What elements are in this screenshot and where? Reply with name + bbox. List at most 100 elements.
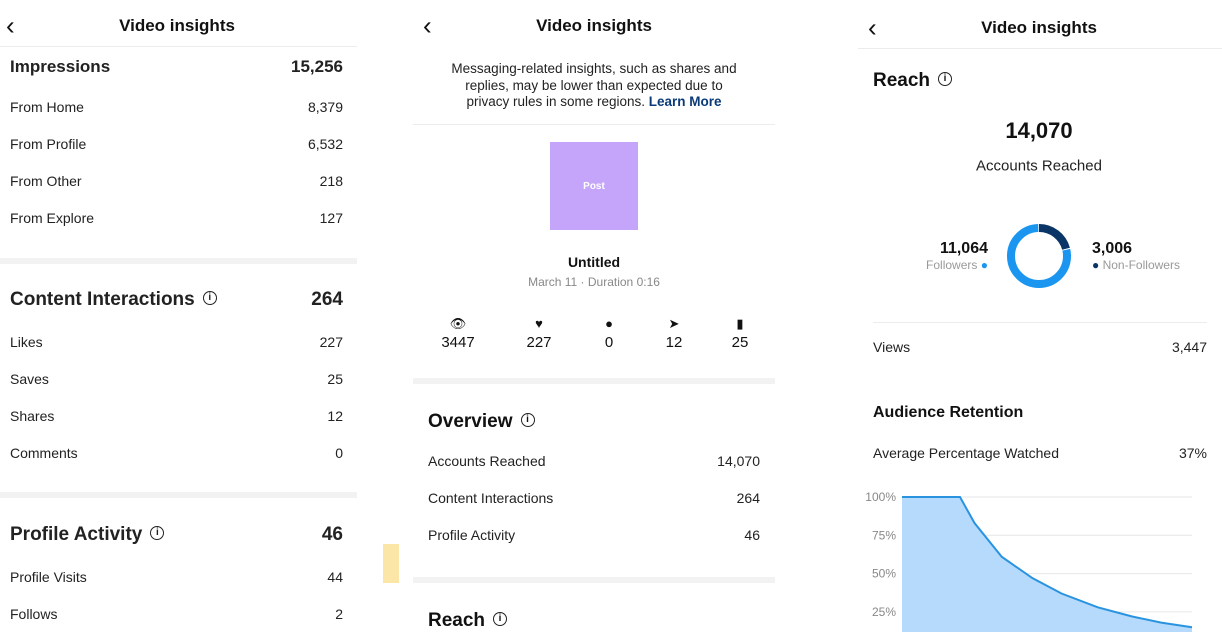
metric-value: 8,379 [307, 99, 343, 115]
stat-comment: ● 0 [605, 316, 613, 351]
metric-row: From Explore 127 [10, 210, 343, 230]
metric-value: 227 [319, 334, 343, 350]
donut-segment-non-followers [1007, 224, 1071, 288]
y-tick-label: 25% [872, 605, 896, 619]
reach-heading: Reach i [428, 610, 508, 632]
metric-row: Profile Visits 44 [10, 569, 343, 589]
stat-eye: 👁 3447 [441, 316, 474, 351]
metric-row: From Other 218 [10, 173, 343, 193]
info-icon[interactable]: i [520, 412, 535, 427]
retention-area [902, 497, 1192, 632]
avg-watched-value: 37% [1178, 445, 1207, 461]
metric-row: Likes 227 [10, 334, 343, 354]
page-title: Video insights [981, 18, 1097, 37]
metric-value: 12 [327, 408, 343, 424]
metric-value: 46 [744, 527, 760, 543]
metric-row: Profile Activity 46 [428, 527, 760, 547]
stat-value: 0 [604, 334, 614, 351]
profile-activity-header: Profile Activity i 46 [10, 524, 343, 548]
info-icon[interactable]: i [202, 290, 217, 305]
stat-value: 25 [731, 334, 749, 351]
followers-value: 11,064 [939, 240, 988, 257]
impressions-label: Impressions [10, 57, 111, 76]
heart-icon: ♥ [535, 316, 543, 331]
notice-line: privacy rules in some regions. [466, 94, 646, 109]
info-icon[interactable]: i [150, 525, 165, 540]
impressions-header: Impressions 15,256 [10, 57, 343, 79]
profile-activity-value: 46 [321, 524, 343, 545]
metric-label: Likes [10, 334, 43, 350]
learn-more-link[interactable]: Learn More [648, 94, 722, 109]
metric-value: 264 [736, 490, 760, 506]
info-icon[interactable]: i [938, 71, 953, 86]
stat-bookmark: ▮ 25 [732, 316, 749, 351]
stat-value: 227 [526, 334, 552, 351]
y-tick-label: 50% [872, 567, 896, 581]
non-followers-stat: 3,006 ● Non-Followers [1092, 240, 1180, 272]
eye-icon: 👁 [449, 316, 467, 331]
metric-row: Shares 12 [10, 408, 343, 428]
audience-retention-heading: Audience Retention [873, 404, 1024, 421]
retention-line [902, 496, 1193, 629]
back-chevron-icon[interactable]: ‹ [423, 10, 432, 41]
non-followers-label: Non-Followers [1102, 258, 1180, 272]
comment-icon: ● [605, 316, 613, 331]
send-icon: ➤ [668, 316, 680, 331]
metric-label: From Profile [10, 136, 87, 152]
post-overview-panel: ‹ Video insights Messaging-related insig… [413, 0, 775, 632]
info-icon[interactable]: i [493, 611, 508, 626]
reach-heading: Reach i [873, 70, 953, 92]
metric-value: 127 [319, 210, 343, 226]
avg-watched-label: Average Percentage Watched [873, 445, 1060, 461]
back-chevron-icon[interactable]: ‹ [868, 12, 877, 43]
stat-heart: ♥ 227 [526, 316, 551, 351]
donut-segment-followers [1007, 224, 1071, 288]
views-value: 3,447 [1171, 339, 1207, 355]
post-thumbnail[interactable]: Post [550, 142, 638, 230]
privacy-notice: Messaging-related insights, such as shar… [413, 61, 775, 111]
metric-value: 6,532 [307, 136, 343, 152]
metric-value: 14,070 [717, 453, 760, 469]
non-followers-value: 3,006 [1092, 240, 1133, 257]
avg-watched-row: Average Percentage Watched 37% [873, 445, 1207, 465]
impressions-panel: ‹ Video insights Impressions 15,256 From… [0, 0, 357, 632]
content-interactions-value: 264 [311, 289, 343, 310]
metric-row: From Profile 6,532 [10, 136, 343, 156]
reach-caption: Accounts Reached [976, 157, 1102, 175]
metric-label: Saves [10, 371, 49, 387]
metric-label: Follows [10, 606, 58, 622]
metric-value: 0 [335, 445, 343, 461]
overview-label: Overview [428, 411, 513, 432]
metric-row: From Home 8,379 [10, 99, 343, 119]
y-tick-label: 100% [865, 490, 896, 504]
post-meta: March 11 · Duration 0:16 [528, 275, 660, 289]
views-label: Views [873, 339, 911, 355]
followers-label: Followers [926, 258, 978, 272]
back-chevron-icon[interactable]: ‹ [6, 10, 15, 41]
retention-chart: 100% 75% 50% 25% [865, 490, 1193, 632]
metric-label: Content Interactions [428, 490, 554, 506]
metric-label: From Other [10, 173, 82, 189]
metric-label: Profile Activity [428, 527, 516, 543]
content-interactions-header: Content Interactions i 264 [10, 289, 343, 313]
notice-line: replies, may be lower than expected due … [465, 77, 723, 93]
metric-row: Accounts Reached 14,070 [428, 453, 760, 473]
thumbnail-label: Post [583, 180, 605, 192]
page-title: Video insights [536, 16, 652, 35]
bookmark-icon: ▮ [736, 316, 744, 331]
views-row: Views 3,447 [873, 339, 1207, 359]
stat-send: ➤ 12 [666, 316, 683, 351]
highlight-marker [383, 544, 399, 583]
reach-label: Reach [428, 610, 486, 631]
metric-label: From Home [10, 99, 84, 115]
stat-value: 3447 [441, 334, 475, 351]
impressions-value: 15,256 [291, 57, 343, 76]
metric-value: 25 [327, 371, 343, 387]
y-tick-label: 75% [872, 528, 896, 542]
page-title: Video insights [119, 16, 235, 35]
non-followers-dot-icon: ● [1092, 258, 1100, 272]
metric-label: Profile Visits [10, 569, 87, 585]
metric-label: Comments [10, 445, 78, 461]
metric-value: 44 [327, 569, 343, 585]
metric-value: 2 [335, 606, 343, 622]
